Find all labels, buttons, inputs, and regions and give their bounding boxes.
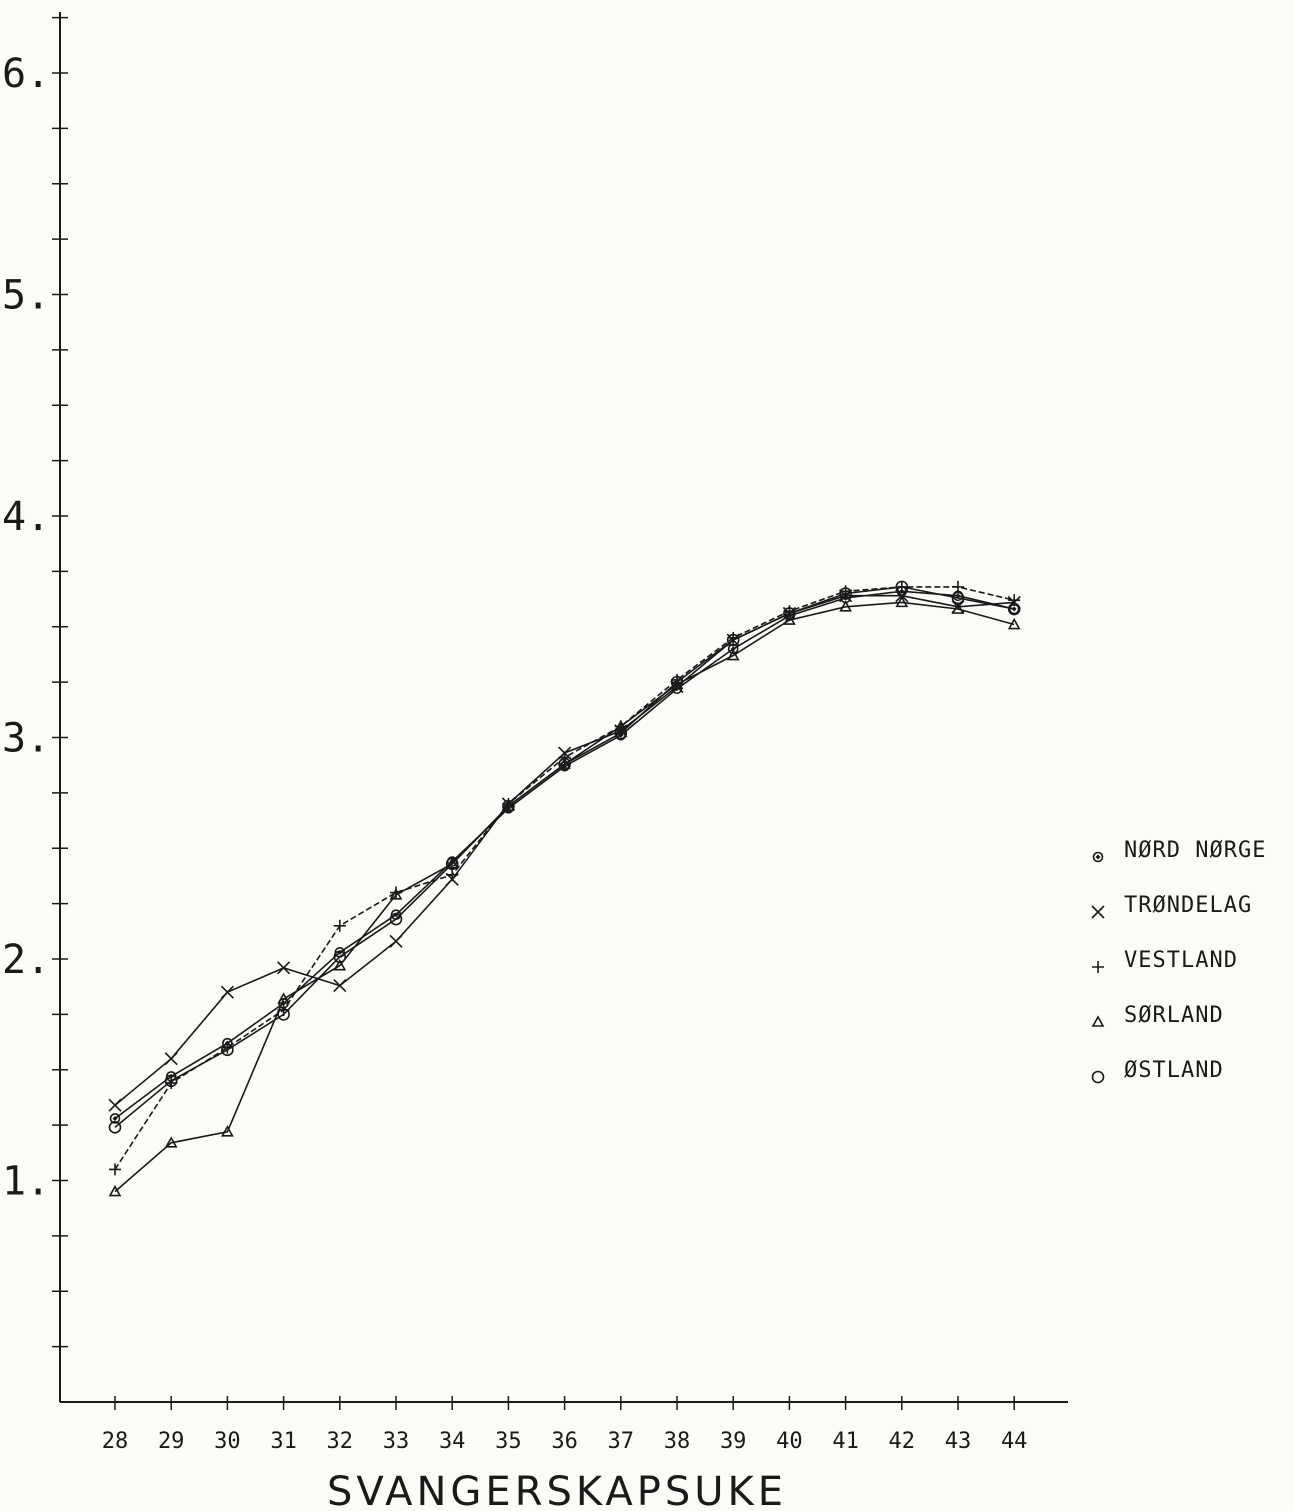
series-5 — [108, 580, 1021, 1134]
data-point — [109, 1113, 121, 1124]
legend-marker — [1091, 1070, 1105, 1084]
data-point — [558, 757, 571, 771]
data-point — [333, 950, 347, 964]
data-point — [895, 595, 909, 608]
legend-label: ØSTLAND — [1124, 1058, 1224, 1083]
y-tick-label: 3. — [2, 716, 50, 762]
x-tick-label: 42 — [889, 1429, 916, 1454]
series-line — [114, 601, 1015, 1193]
series-3 — [109, 580, 1021, 1176]
x-tick-label: 40 — [776, 1429, 803, 1454]
legend-marker — [1091, 1015, 1105, 1027]
data-point — [109, 1163, 121, 1176]
series-layer — [108, 580, 1021, 1197]
x-tick-label: 32 — [327, 1429, 354, 1454]
data-point — [333, 979, 347, 993]
y-tick-label: 6. — [2, 51, 50, 97]
series-1 — [109, 586, 1020, 1124]
y-tick-label: 5. — [2, 273, 50, 319]
data-point — [108, 1098, 122, 1112]
data-point — [670, 675, 684, 689]
data-point — [951, 602, 965, 614]
y-tick-label: 1. — [2, 1159, 50, 1205]
legend-marker — [1092, 961, 1104, 973]
x-tick-label: 29 — [158, 1429, 185, 1454]
data-point — [502, 799, 515, 811]
legend-marker — [1091, 905, 1105, 919]
x-tick-label: 35 — [495, 1429, 522, 1454]
data-point — [445, 857, 459, 871]
data-point — [1007, 602, 1021, 616]
x-tick-label: 34 — [439, 1429, 466, 1454]
data-point — [220, 985, 234, 999]
series-line — [114, 586, 1015, 1170]
x-tick-label: 28 — [102, 1429, 129, 1454]
data-point — [951, 591, 965, 605]
x-tick-label: 43 — [945, 1429, 972, 1454]
data-point — [783, 613, 796, 625]
data-point — [108, 1121, 122, 1134]
y-tick-label: 4. — [2, 494, 50, 540]
data-point — [108, 1184, 122, 1197]
x-tick-label: 31 — [270, 1429, 297, 1454]
data-point — [1007, 617, 1021, 630]
data-point — [445, 857, 459, 869]
y-ticks: 1. 2. 3. 4. 5. 6. — [2, 16, 68, 1348]
data-point — [783, 607, 796, 620]
legend-item: NØRD NØRGE — [1092, 838, 1266, 863]
legend-label: VESTLAND — [1124, 948, 1238, 973]
series-2 — [108, 589, 1021, 1112]
data-point — [221, 1125, 234, 1137]
legend-item: SØRLAND — [1091, 1003, 1224, 1028]
legend-marker — [1092, 851, 1104, 863]
x-tick-label: 33 — [383, 1429, 410, 1454]
data-point — [389, 934, 403, 948]
x-ticks: 28 29 30 31 32 33 34 35 36 37 38 39 40 41 42 43 44 — [102, 1396, 1028, 1454]
series-4 — [108, 595, 1021, 1197]
data-point — [164, 1136, 178, 1148]
x-axis-title: SVANGERSKAPSUKE — [327, 1469, 787, 1511]
data-point — [333, 919, 346, 932]
data-point — [839, 587, 852, 600]
data-point — [726, 648, 740, 661]
data-point — [333, 958, 347, 971]
data-point — [614, 719, 628, 732]
data-point — [839, 600, 852, 612]
legend-label: TRØNDELAG — [1124, 893, 1252, 918]
data-point — [952, 580, 964, 593]
data-point — [726, 633, 740, 647]
data-point — [389, 888, 403, 900]
data-point — [277, 992, 290, 1004]
legend: NØRD NØRGE TRØNDELAG VESTLAND SØRLAND ØSTLAN… — [1091, 838, 1266, 1084]
axes — [59, 12, 1068, 1403]
series-line — [114, 594, 1015, 1106]
data-point — [277, 961, 291, 975]
series-line — [114, 586, 1015, 1128]
x-tick-label: 38 — [664, 1429, 691, 1454]
data-point — [221, 1043, 234, 1057]
series-line — [114, 590, 1015, 1120]
data-point — [446, 868, 459, 881]
x-tick-label: 41 — [832, 1429, 859, 1454]
data-point — [389, 912, 403, 926]
legend-item: TRØNDELAG — [1091, 893, 1252, 919]
x-tick-label: 44 — [1001, 1429, 1028, 1454]
data-point — [614, 726, 628, 740]
data-point — [895, 580, 909, 594]
data-point — [277, 1008, 290, 1021]
x-tick-label: 36 — [551, 1429, 578, 1454]
x-tick-label: 37 — [608, 1429, 635, 1454]
data-point — [164, 1074, 178, 1088]
x-tick-label: 30 — [214, 1429, 241, 1454]
legend-item: ØSTLAND — [1091, 1058, 1224, 1084]
legend-item: VESTLAND — [1092, 948, 1238, 973]
x-tick-label: 39 — [720, 1429, 747, 1454]
y-tick-label: 2. — [2, 937, 50, 983]
data-point — [164, 1052, 178, 1066]
data-point — [502, 799, 515, 813]
legend-label: SØRLAND — [1124, 1003, 1224, 1028]
legend-label: NØRD NØRGE — [1124, 838, 1266, 863]
